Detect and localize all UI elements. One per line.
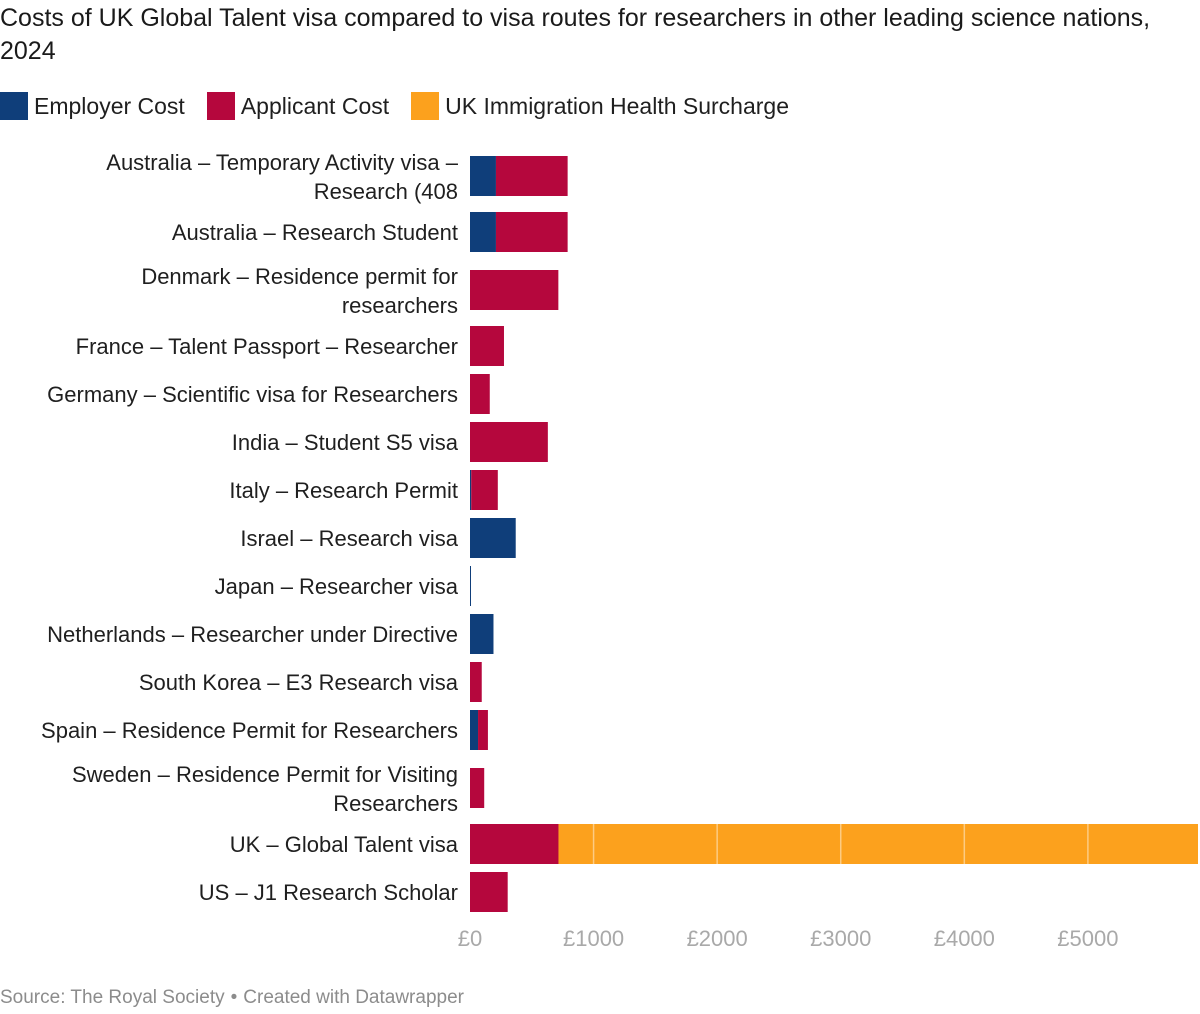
legend-swatch-health-surcharge: [411, 92, 440, 120]
legend-item-applicant-cost: Applicant Cost: [206, 92, 390, 120]
bar-applicant-cost-3: [470, 270, 559, 310]
category-label-3: Denmark – Residence permit for researcher…: [141, 264, 458, 318]
category-label-7: Italy – Research Permit: [229, 478, 458, 503]
legend-label-employer-cost: Employer Cost: [34, 92, 185, 119]
category-label-13: Sweden – Residence Permit for Visiting Re…: [72, 762, 458, 816]
bar-applicant-cost-13: [470, 768, 485, 808]
bar-employer-cost-12: [470, 710, 479, 750]
category-label-10: Netherlands – Researcher under Directive: [47, 622, 458, 647]
bar-employer-cost-8: [470, 518, 516, 558]
x-tick-label-6: £5000: [1057, 926, 1118, 951]
chart-title: Costs of UK Global Talent visa compared …: [0, 4, 1151, 65]
category-label-8: Israel – Research visa: [240, 526, 458, 551]
bar-applicant-cost-12: [478, 710, 488, 750]
bar-employer-cost-10: [470, 614, 494, 654]
bar-chart: Australia – Temporary Activity visa – Res…: [41, 150, 1198, 951]
bar-uk-immigration-health-surcharge-14: [558, 824, 1198, 864]
bar-applicant-cost-15: [470, 872, 508, 912]
credit-text: Created with Datawrapper: [243, 987, 464, 1008]
bar-employer-cost-2: [470, 212, 496, 252]
x-tick-label-3: £2000: [687, 926, 748, 951]
bar-applicant-cost-5: [470, 374, 490, 414]
legend-swatch-employer-cost: [0, 92, 28, 120]
category-label-6: India – Student S5 visa: [232, 430, 459, 455]
bar-applicant-cost-14: [470, 824, 559, 864]
category-label-5: Germany – Scientific visa for Researcher…: [47, 382, 458, 407]
category-label-4: France – Talent Passport – Researcher: [76, 334, 458, 359]
x-tick-label-2: £1000: [563, 926, 624, 951]
bar-employer-cost-1: [470, 156, 496, 196]
category-label-15: US – J1 Research Scholar: [199, 880, 458, 905]
category-label-14: UK – Global Talent visa: [230, 832, 459, 857]
legend-swatch-applicant-cost: [206, 92, 235, 120]
legend: Employer Cost Applicant Cost UK Immigrat…: [0, 90, 811, 122]
bar-applicant-cost-4: [470, 326, 504, 366]
source-text: Source: The Royal Society: [0, 987, 225, 1008]
x-tick-label-1: £0: [458, 926, 482, 951]
category-label-11: South Korea – E3 Research visa: [139, 670, 459, 695]
bar-applicant-cost-11: [470, 662, 482, 702]
legend-item-employer-cost: Employer Cost: [0, 92, 185, 120]
category-label-2: Australia – Research Student: [172, 220, 458, 245]
bar-employer-cost-9: [470, 566, 471, 606]
bar-applicant-cost-1: [495, 156, 568, 196]
category-label-12: Spain – Residence Permit for Researchers: [41, 718, 458, 743]
bar-applicant-cost-7: [471, 470, 498, 510]
legend-label-health-surcharge: UK Immigration Health Surcharge: [445, 92, 790, 119]
bar-employer-cost-7: [470, 470, 472, 510]
footer: Source: The Royal Society • Created with D…: [0, 987, 464, 1009]
category-label-1: Australia – Temporary Activity visa – Res…: [106, 150, 458, 204]
x-tick-label-5: £4000: [934, 926, 995, 951]
category-label-9: Japan – Researcher visa: [215, 574, 459, 599]
x-tick-label-4: £3000: [810, 926, 871, 951]
bar-applicant-cost-6: [470, 422, 548, 462]
legend-label-applicant-cost: Applicant Cost: [240, 92, 390, 119]
bar-applicant-cost-2: [495, 212, 568, 252]
footer-separator: •: [230, 987, 238, 1008]
legend-item-health-surcharge: UK Immigration Health Surcharge: [411, 92, 789, 120]
